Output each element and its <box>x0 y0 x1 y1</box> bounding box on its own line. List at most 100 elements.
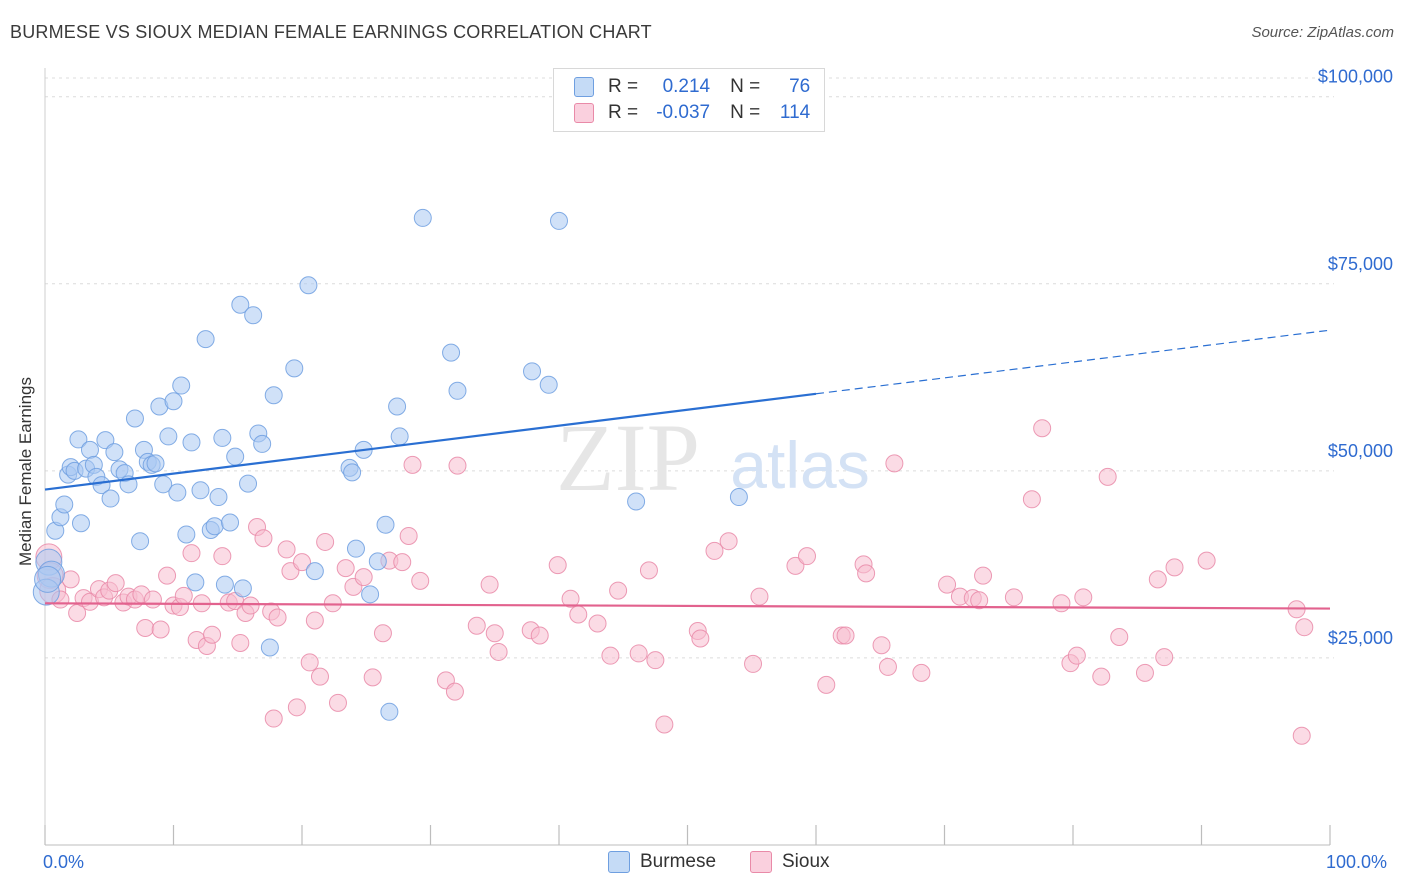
legend-item-sioux[interactable]: Sioux <box>750 851 830 873</box>
sioux-point <box>231 633 250 652</box>
burmese-trend-extension <box>815 329 1331 395</box>
legend-label-sioux: Sioux <box>782 851 830 872</box>
burmese-point <box>69 430 88 449</box>
sioux-point <box>1135 663 1154 682</box>
stats-legend: R = 0.214 N = 76 R = -0.037 N = 114 <box>553 68 825 132</box>
legend-row-sioux: R = -0.037 N = 114 <box>574 100 810 126</box>
burmese-point <box>177 525 196 544</box>
sioux-point <box>872 636 891 655</box>
sioux-point <box>878 657 897 676</box>
sioux-point <box>268 608 287 627</box>
x-tick-label-max: 100.0% <box>1326 852 1388 872</box>
sioux-point <box>1092 667 1111 686</box>
sioux-point <box>744 654 763 673</box>
sioux-point <box>485 624 504 643</box>
burmese-point <box>550 211 568 230</box>
sioux-point <box>480 575 499 594</box>
sioux-point <box>277 540 296 559</box>
sioux-point <box>174 586 193 605</box>
burmese-point <box>205 517 224 536</box>
burmese-point <box>390 427 409 446</box>
sioux-point <box>1110 627 1129 646</box>
sioux-point <box>305 611 324 630</box>
burmese-point <box>159 427 178 446</box>
burmese-point <box>253 434 272 453</box>
legend-item-burmese[interactable]: Burmese <box>608 851 716 873</box>
sioux-point <box>328 693 347 712</box>
sioux-point <box>817 675 836 694</box>
burmese-point <box>376 515 395 534</box>
x-tick-label-min: 0.0% <box>43 852 85 872</box>
sioux-point <box>363 668 382 687</box>
sioux-point <box>691 629 710 648</box>
burmese-point <box>627 492 646 511</box>
y-tick-label: $75,000 <box>1328 254 1393 274</box>
trend-layer <box>44 329 1331 610</box>
burmese-point <box>260 638 279 657</box>
sioux-point <box>445 682 464 701</box>
burmese-point <box>191 481 210 500</box>
burmese-point <box>209 488 228 507</box>
sioux-point <box>399 526 418 545</box>
watermark-atlas: atlas <box>730 428 869 502</box>
burmese-trend-line <box>44 392 817 491</box>
burmese-point <box>729 488 748 507</box>
sioux-point <box>323 594 342 613</box>
sioux-point <box>203 625 222 644</box>
sioux-point <box>1067 646 1086 665</box>
burmese-point <box>361 585 380 604</box>
sioux-point <box>393 553 412 572</box>
burmese-point <box>368 552 387 571</box>
burmese-point <box>92 476 111 495</box>
sioux-point <box>1197 551 1216 570</box>
sioux-point <box>151 620 170 639</box>
sioux-point <box>489 642 508 661</box>
sioux-point <box>786 556 805 575</box>
burmese-point <box>413 208 432 227</box>
burmese-point <box>231 295 250 314</box>
sioux-point <box>1165 558 1184 577</box>
burmese-point <box>168 483 187 502</box>
burmese-point <box>34 565 62 593</box>
sioux-point <box>448 456 467 475</box>
burmese-point <box>388 397 407 416</box>
sioux-point <box>836 626 855 645</box>
sioux-point <box>974 566 993 585</box>
legend-swatch-sioux <box>750 851 772 873</box>
sioux-point <box>1292 726 1311 745</box>
burmese-point <box>101 489 120 508</box>
sioux-point <box>403 455 422 474</box>
sioux-point <box>639 561 658 580</box>
y-tick-label: $100,000 <box>1318 67 1393 87</box>
legend-r-label: R = <box>608 76 639 97</box>
sioux-point <box>411 571 430 590</box>
sioux-point <box>336 559 355 578</box>
sioux-point <box>1052 594 1071 613</box>
burmese-point <box>131 532 150 551</box>
burmese-point <box>71 514 90 533</box>
sioux-point <box>264 709 283 728</box>
burmese-point <box>305 562 324 581</box>
sioux-point <box>798 547 817 566</box>
sioux-point <box>588 614 607 633</box>
sioux-point <box>136 618 155 637</box>
sioux-point <box>373 624 392 643</box>
sioux-point <box>1098 467 1117 486</box>
series-legend: Burmese Sioux <box>0 851 1406 877</box>
y-tick-label: $50,000 <box>1328 441 1393 461</box>
burmese-point <box>172 376 191 395</box>
sioux-point <box>1074 588 1093 607</box>
sioux-point <box>601 646 620 665</box>
sioux-point <box>158 566 177 585</box>
burmese-point <box>343 463 362 482</box>
y-tick-labels: $25,000 $50,000 $75,000 $100,000 <box>1318 67 1393 648</box>
sioux-point <box>646 651 665 670</box>
sioux-point <box>609 581 628 600</box>
sioux-point <box>287 698 306 717</box>
burmese-point <box>125 409 144 428</box>
sioux-point <box>1004 588 1023 607</box>
burmese-point <box>244 306 263 325</box>
sioux-point <box>310 667 329 686</box>
sioux-point <box>655 715 674 734</box>
